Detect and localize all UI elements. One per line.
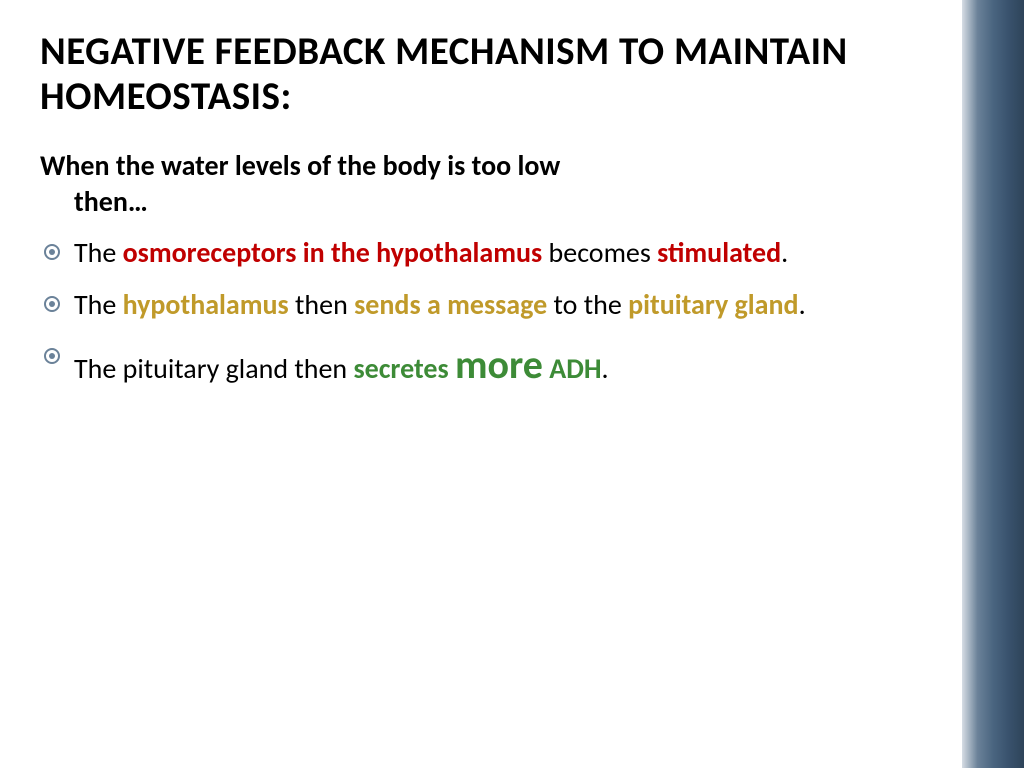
text-segment: The	[74, 235, 123, 270]
bullet-item: The osmoreceptors in the hypothalamus be…	[40, 234, 922, 272]
text-segment: hypothalamus	[123, 287, 289, 322]
text-segment: .	[602, 351, 609, 386]
text-segment: The	[74, 287, 123, 322]
text-segment: then	[289, 287, 354, 322]
text-segment: secretes	[353, 351, 455, 386]
text-segment: sends a message	[354, 287, 547, 322]
bullet-list: The osmoreceptors in the hypothalamus be…	[40, 234, 922, 392]
text-segment: osmoreceptors in the hypothalamus	[123, 235, 543, 270]
bullet-item: The pituitary gland then secretes more A…	[40, 338, 922, 392]
bullet-target-icon	[44, 296, 60, 312]
text-segment: more	[455, 340, 543, 389]
text-segment: The pituitary gland then	[74, 351, 353, 386]
decorative-sidebar	[962, 0, 1024, 768]
bullet-target-icon	[44, 348, 60, 364]
text-segment: .	[781, 235, 788, 270]
slide-content: NEGATIVE FEEDBACK MECHANISM TO MAINTAIN …	[0, 0, 962, 768]
text-segment: stimulated	[657, 235, 781, 270]
text-segment: ADH	[543, 351, 602, 386]
text-segment: .	[799, 287, 806, 322]
text-segment: pituitary gland	[628, 287, 798, 322]
bullet-target-icon	[44, 244, 60, 260]
bullet-item: The hypothalamus then sends a message to…	[40, 286, 922, 324]
intro-line1: When the water levels of the body is too…	[40, 148, 560, 183]
intro-line2: then…	[40, 184, 922, 220]
text-segment: becomes	[542, 235, 657, 270]
slide-title: NEGATIVE FEEDBACK MECHANISM TO MAINTAIN …	[40, 30, 922, 120]
intro-text: When the water levels of the body is too…	[40, 148, 922, 221]
text-segment: to the	[547, 287, 628, 322]
